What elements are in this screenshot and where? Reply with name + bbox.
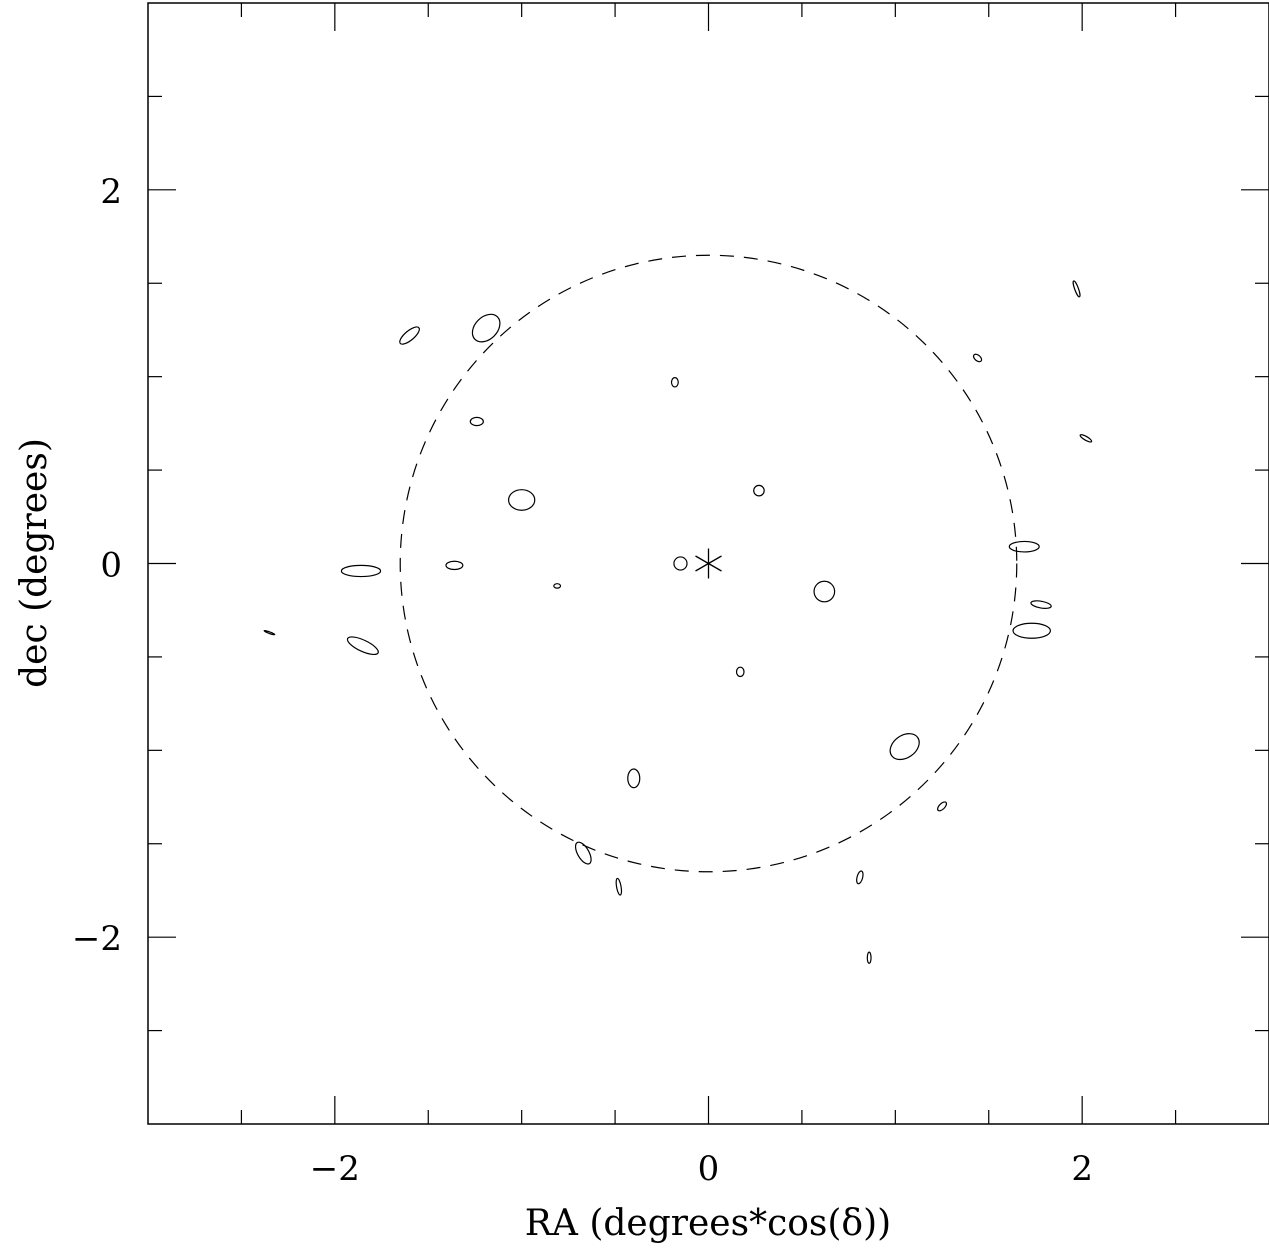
source-ellipse — [445, 560, 464, 571]
axis-ticks — [148, 3, 1269, 1124]
source-ellipse — [340, 564, 382, 578]
source-ellipse — [866, 951, 872, 964]
source-ellipse — [972, 353, 983, 363]
source-ellipse — [1030, 600, 1052, 609]
source-ellipse — [670, 377, 679, 388]
source-ellipse — [813, 580, 836, 603]
y-tick-label: −2 — [72, 919, 122, 959]
center-asterisk-stroke — [695, 555, 722, 572]
source-ellipse — [889, 733, 920, 761]
dashed-circle-layer — [399, 254, 1018, 873]
source-ellipse — [673, 556, 688, 571]
source-ellipse — [574, 841, 592, 865]
x-tick-label: 2 — [1071, 1149, 1093, 1189]
source-ellipse — [1079, 434, 1093, 443]
source-ellipse — [346, 636, 379, 656]
source-ellipse — [399, 326, 420, 345]
center-marker-layer — [695, 548, 722, 579]
source-ellipse — [1072, 280, 1081, 298]
x-tick-label: 0 — [698, 1149, 720, 1189]
source-ellipse — [753, 484, 765, 497]
source-ellipse — [627, 768, 641, 789]
y-axis-title: dec (degrees) — [14, 438, 55, 688]
sources-layer — [263, 280, 1093, 964]
source-ellipse — [469, 416, 484, 427]
source-ellipse — [937, 801, 948, 812]
source-ellipse — [856, 870, 864, 885]
y-tick-label: 2 — [100, 172, 122, 212]
source-ellipse — [507, 489, 536, 511]
y-tick-label: 0 — [100, 546, 122, 586]
source-ellipse — [615, 877, 623, 896]
axis-tick-labels: −2 0 2 −2 0 2 — [72, 172, 1093, 1189]
source-ellipse — [1012, 622, 1052, 639]
dashed-circle — [399, 254, 1018, 873]
source-ellipse — [735, 666, 745, 678]
source-ellipse — [471, 313, 501, 343]
x-axis-title: RA (degrees*cos(δ)) — [525, 1203, 891, 1244]
x-tick-label: −2 — [310, 1149, 360, 1189]
source-ellipse — [553, 583, 562, 589]
source-ellipse — [263, 629, 276, 636]
source-ellipse — [1008, 540, 1040, 553]
